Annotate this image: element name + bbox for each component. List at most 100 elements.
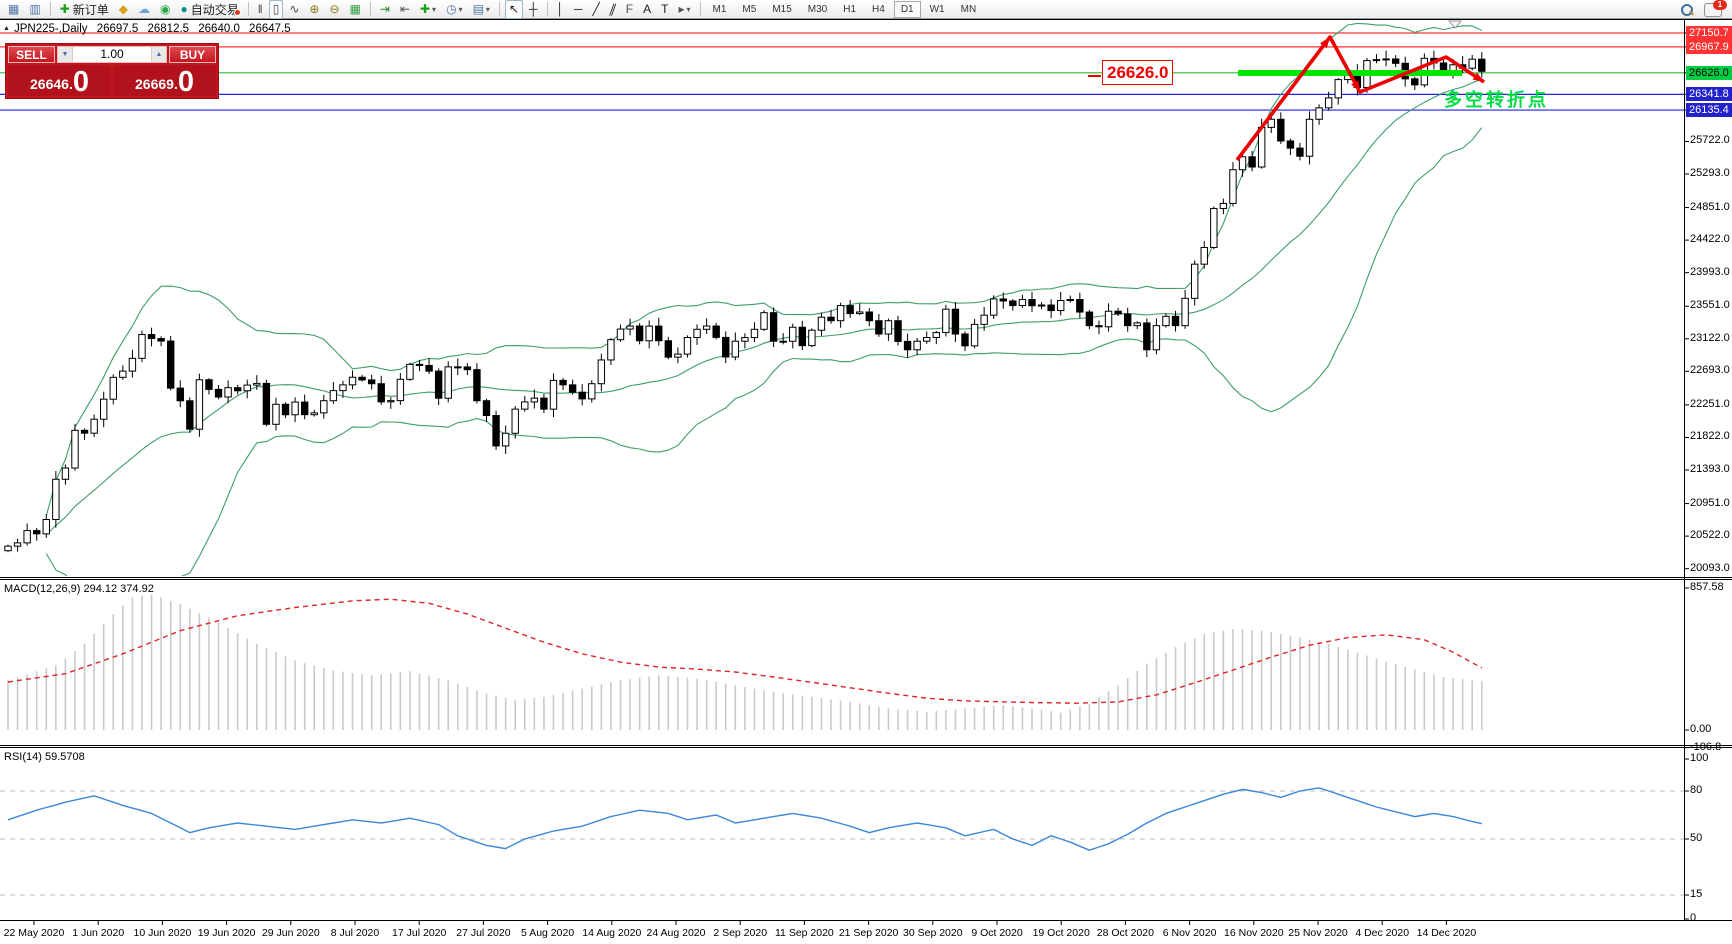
arrowhead-icon <box>1320 37 1330 49</box>
autotrading-off-dot-icon <box>233 8 241 16</box>
line-chart-button[interactable]: ∿ <box>285 0 303 19</box>
panel-collapse-arrow[interactable]: ▲ <box>3 25 10 32</box>
periods-button[interactable]: ◷ ▾ <box>442 0 467 19</box>
bullish-candle <box>616 328 625 341</box>
axis-tick-label: 0 <box>1690 912 1697 924</box>
price-badge: 27150.7 <box>1686 26 1732 40</box>
new-chart-button[interactable]: ▦ <box>4 0 23 19</box>
timeframe-m30[interactable]: M30 <box>807 3 828 15</box>
volume-increase-button[interactable]: ▲ <box>151 47 166 62</box>
bearish-candle <box>1085 311 1094 327</box>
text-button[interactable]: A <box>639 0 655 19</box>
chevron-down-icon[interactable]: ▾ <box>432 4 437 14</box>
bullish-candle <box>597 359 606 385</box>
bar-chart-button[interactable]: ‖ <box>254 0 267 19</box>
cursor-button[interactable]: ↖ <box>504 0 523 19</box>
bearish-candle <box>540 397 548 410</box>
bearish-candle <box>722 336 730 358</box>
bullish-candle <box>119 370 127 378</box>
zoom-out-icon: ⊖ <box>329 2 340 16</box>
text-label-button[interactable]: T <box>657 0 672 19</box>
virtual-hosting-icon: ☁ <box>138 2 150 16</box>
timeframe-m5[interactable]: M5 <box>742 3 757 15</box>
arrows-button[interactable]: ▸ ▾ <box>674 0 694 19</box>
autotrading-button[interactable]: ● 自动交易 <box>176 0 242 19</box>
new-order-button[interactable]: ✚ 新订单 <box>56 0 113 19</box>
buy-button[interactable]: BUY <box>169 46 216 63</box>
bullish-candle <box>1219 202 1228 209</box>
auto-scroll-button[interactable]: ⇥ <box>376 0 394 19</box>
autotrading-label: 自动交易 <box>190 2 239 17</box>
bullish-candle <box>1057 300 1065 312</box>
volume-decrease-button[interactable]: ▼ <box>58 47 73 62</box>
bullish-candle <box>1018 299 1027 307</box>
bearish-candle <box>147 334 156 340</box>
timeframe-d1[interactable]: D1 <box>893 0 921 18</box>
chart-shift-marker[interactable] <box>1447 20 1463 29</box>
new-chart-icon: ▦ <box>8 2 20 16</box>
fibonacci-button[interactable]: F <box>622 0 637 19</box>
turning-point-note[interactable]: 多空转折点 <box>1444 90 1549 110</box>
channel-button[interactable]: ∥ <box>606 0 620 19</box>
bullish-candle <box>243 384 251 392</box>
price-callout-label[interactable]: 26626.0 <box>1102 60 1174 85</box>
volume-input[interactable]: 1.00 <box>100 47 124 61</box>
bullish-candle <box>817 316 826 331</box>
timeframe-m1[interactable]: M1 <box>712 3 727 15</box>
bearish-candle <box>712 325 720 338</box>
axis-tick-label: 25722.0 <box>1690 134 1730 147</box>
bullish-candle <box>1229 169 1237 204</box>
date-label: 25 Nov 2020 <box>1288 927 1348 939</box>
bearish-candle <box>157 338 165 342</box>
bearish-candle <box>1391 58 1400 64</box>
timeframe-m15[interactable]: M15 <box>772 3 792 15</box>
bullish-candle <box>253 382 261 386</box>
sell-price-main: 26646. <box>30 76 73 92</box>
chart-shift-button[interactable]: ⇤ <box>396 0 414 19</box>
bollinger-lower-band[interactable] <box>45 127 1483 591</box>
search-icon[interactable] <box>1680 3 1694 17</box>
bearish-candle <box>961 333 969 347</box>
price-badge: 26967.9 <box>1686 39 1732 54</box>
signals-button[interactable]: ◉ <box>156 0 174 19</box>
bearish-candle <box>655 325 663 342</box>
chevron-down-icon[interactable]: ▾ <box>686 4 691 14</box>
bullish-candle <box>339 384 347 392</box>
bullish-candle <box>1104 310 1113 328</box>
bullish-candle <box>1334 79 1342 99</box>
axis-tick-label: 21393.0 <box>1690 463 1730 475</box>
trendline-button[interactable]: ╱ <box>589 0 604 19</box>
axis-tick-label: -106.8 <box>1690 740 1722 753</box>
horizontal-line-button[interactable]: ─ <box>570 0 587 19</box>
bullish-candle <box>109 376 117 400</box>
toolbar-separator <box>49 2 51 16</box>
timeframe-h1[interactable]: H1 <box>843 3 857 15</box>
vertical-line-button[interactable]: │ <box>553 0 569 19</box>
metaeditor-button[interactable]: ◆ <box>115 0 132 19</box>
chevron-down-icon[interactable]: ▾ <box>485 4 490 14</box>
chat-icon[interactable]: 1 <box>1704 0 1727 17</box>
bollinger-middle-band[interactable] <box>45 78 1483 535</box>
date-label: 21 Sep 2020 <box>838 927 899 939</box>
bullish-candle <box>731 340 740 358</box>
zoom-out-button[interactable]: ⊖ <box>325 0 343 19</box>
axis-tick-label: 100 <box>1690 752 1709 764</box>
crosshair-button[interactable]: ┼ <box>525 0 542 19</box>
metaeditor-icon: ◆ <box>118 2 128 16</box>
tile-windows-button[interactable]: ▦ <box>346 0 365 19</box>
timeframe-w1[interactable]: W1 <box>929 3 945 15</box>
sell-button[interactable]: SELL <box>8 46 55 63</box>
timeframe-h4[interactable]: H4 <box>872 3 885 15</box>
chevron-down-icon[interactable]: ▾ <box>458 4 463 14</box>
templates-button[interactable]: ▤ ▾ <box>469 0 494 19</box>
bullish-candle <box>291 401 299 416</box>
zoom-in-button[interactable]: ⊕ <box>305 0 323 19</box>
indicators-button[interactable]: ✚ ▾ <box>416 0 440 19</box>
virtual-hosting-button[interactable]: ☁ <box>134 0 154 19</box>
candlestick-chart-button[interactable]: ▯ <box>268 0 284 19</box>
rsi-indicator-label: RSI(14) 59.5708 <box>4 751 85 763</box>
chart-profiles-button[interactable]: ▥ <box>25 0 44 19</box>
ohlc-close: 26647.5 <box>249 23 291 35</box>
timeframe-mn[interactable]: MN <box>960 3 977 15</box>
